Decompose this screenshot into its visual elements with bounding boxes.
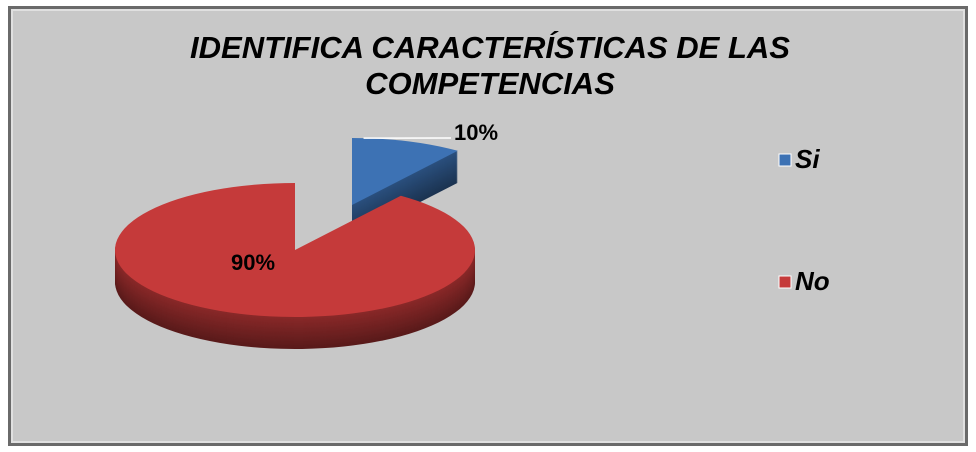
pie-slice <box>114 183 475 349</box>
data-label: 90% <box>231 250 275 275</box>
legend-marker <box>778 153 792 167</box>
chart-title: IDENTIFICA CARACTERÍSTICAS DE LAS COMPET… <box>190 30 790 101</box>
slice-top <box>114 183 475 317</box>
pie-slice <box>352 138 458 237</box>
slice-top <box>352 138 458 205</box>
legend-label: Si <box>795 144 820 174</box>
legend-label: No <box>795 266 830 296</box>
data-label: 10% <box>454 120 498 145</box>
legend-marker <box>778 275 792 289</box>
